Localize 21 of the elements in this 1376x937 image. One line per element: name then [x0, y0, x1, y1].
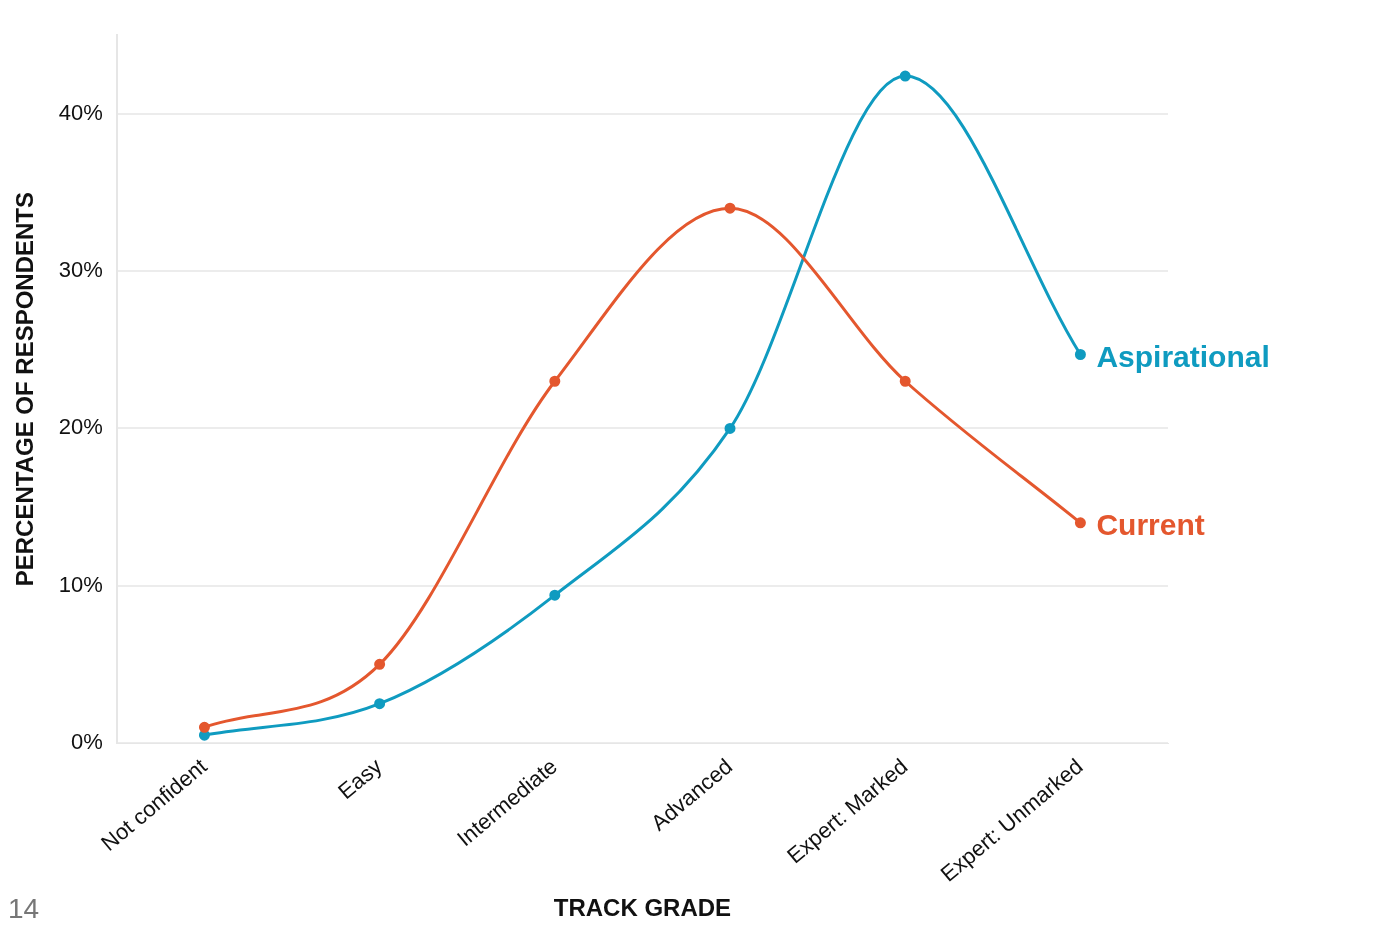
y-tick-label: 10%	[58, 571, 103, 597]
point	[899, 70, 911, 82]
x-axis-title: TRACK GRADE	[553, 894, 732, 922]
point	[1074, 349, 1086, 360]
point	[549, 589, 561, 601]
series-label: Current	[1096, 508, 1205, 542]
point	[899, 375, 911, 387]
y-tick-label: 40%	[58, 99, 103, 125]
text: 14	[8, 892, 40, 924]
y-tick-label: 30%	[58, 257, 103, 283]
point	[724, 422, 736, 434]
y-tick-label: 0%	[71, 729, 103, 755]
y-axis-title: PERCENTAGE OF RESPONDENTS	[11, 191, 39, 587]
point	[1074, 517, 1086, 529]
y-tick-label: 20%	[58, 414, 103, 440]
point	[374, 698, 386, 710]
point	[724, 202, 736, 214]
point	[198, 721, 210, 733]
point	[549, 375, 561, 387]
series-label: Aspirational	[1096, 339, 1270, 373]
point	[374, 658, 386, 670]
